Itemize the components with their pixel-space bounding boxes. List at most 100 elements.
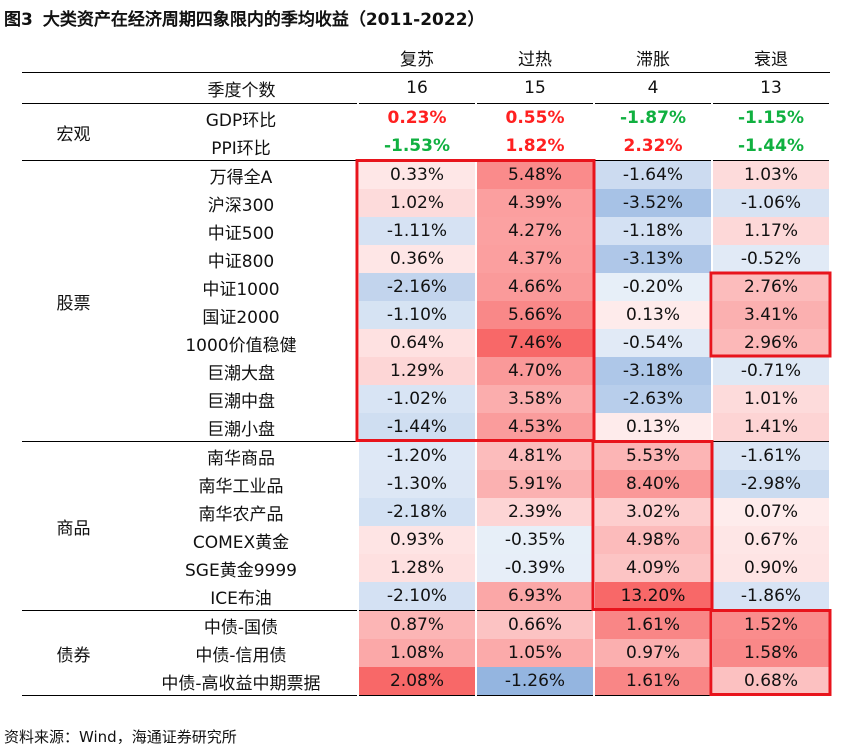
value-cell: 0.90% <box>711 554 831 582</box>
value-cell: -1.44% <box>711 132 831 161</box>
quarter-count-value: 15 <box>476 72 594 104</box>
value-cell: 4.70% <box>475 357 595 385</box>
table-row: 中证1000 -2.16% 4.66% -0.20% 2.76% <box>22 273 831 301</box>
value-cell: -3.18% <box>593 357 713 385</box>
column-header: 过热 <box>476 42 594 73</box>
row-label: 1000价值稳健 <box>185 335 297 356</box>
row-label: 中债-信用债 <box>195 645 287 666</box>
value-cell: -1.11% <box>357 217 477 245</box>
value-cell: 1.17% <box>711 217 831 245</box>
value-cell: -1.10% <box>357 301 477 329</box>
value-cell: -1.87% <box>593 103 713 132</box>
row-label: 南华农产品 <box>198 504 284 525</box>
value-cell: -2.98% <box>711 470 831 498</box>
value-cell: 1.05% <box>475 639 595 667</box>
group-label: 宏观 <box>22 103 125 161</box>
value-cell: 1.41% <box>711 413 831 442</box>
value-cell: -1.06% <box>711 189 831 217</box>
column-header: 滞胀 <box>594 42 712 73</box>
value-cell: 0.55% <box>475 103 595 132</box>
table-row: 南华工业品 -1.30% 5.91% 8.40% -2.98% <box>22 470 831 498</box>
row-label: 万得全A <box>209 167 273 188</box>
value-cell: 1.01% <box>711 385 831 413</box>
returns-table: 复苏 过热 滞胀 衰退 季度个数 16 15 4 13 宏观 GDP环比 0.23% 0.55% -1.8… <box>22 42 831 715</box>
value-cell: -1.30% <box>357 470 477 498</box>
value-cell: -3.13% <box>593 245 713 273</box>
value-cell: 1.03% <box>711 160 831 189</box>
table-row: COMEX黄金 0.93% -0.35% 4.98% 0.67% <box>22 526 831 554</box>
quarter-count-row: 季度个数 16 15 4 13 <box>22 72 830 104</box>
value-cell: 1.61% <box>593 667 713 696</box>
value-cell: 1.58% <box>711 639 831 667</box>
row-label: COMEX黄金 <box>192 532 290 553</box>
value-cell: 0.87% <box>357 610 477 639</box>
value-cell: -0.20% <box>593 273 713 301</box>
row-label: ICE布油 <box>125 582 358 611</box>
row-label: SGE黄金9999 <box>185 560 297 581</box>
value-cell: 0.97% <box>593 639 713 667</box>
value-cell: 0.93% <box>357 526 477 554</box>
row-label: 巨潮大盘 <box>207 363 275 384</box>
value-cell: 0.66% <box>475 610 595 639</box>
group-label: 股票 <box>22 160 125 442</box>
value-cell: 1.08% <box>357 639 477 667</box>
header-empty <box>22 72 125 104</box>
group-label: 债券 <box>22 610 125 696</box>
row-label: 中证1000 <box>202 279 280 300</box>
value-cell: -3.52% <box>593 189 713 217</box>
group-label: 商品 <box>22 441 125 611</box>
table-row: 股票 万得全A 0.33% 5.48% -1.64% 1.03% <box>22 160 831 442</box>
value-cell: -0.39% <box>475 554 595 582</box>
quarter-count-value: 4 <box>594 72 712 104</box>
row-label: 中债-高收益中期票据 <box>125 667 358 696</box>
quarter-count-value: 13 <box>712 72 830 104</box>
table-row: 中债-高收益中期票据 2.08% -1.26% 1.61% 0.68% <box>22 667 831 696</box>
row-label: 中债-国债 <box>203 617 279 638</box>
value-cell: 3.58% <box>475 385 595 413</box>
table-row: ICE布油 -2.10% 6.93% 13.20% -1.86% <box>22 582 831 611</box>
value-cell: -2.10% <box>357 582 477 611</box>
table-row: 巨潮大盘 1.29% 4.70% -3.18% -0.71% <box>22 357 831 385</box>
value-cell: 4.27% <box>475 217 595 245</box>
table-row: 宏观 GDP环比 0.23% 0.55% -1.87% -1.15% <box>22 103 831 161</box>
value-cell: 3.02% <box>593 498 713 526</box>
value-cell: 5.53% <box>593 441 713 470</box>
value-cell: 7.46% <box>475 329 595 357</box>
figure-title: 图3 大类资产在经济周期四象限内的季均收益（2011-2022） <box>4 5 485 30</box>
value-cell: 2.32% <box>593 132 713 161</box>
figure-label: 图3 <box>4 10 33 30</box>
value-cell: 0.13% <box>593 301 713 329</box>
value-cell: 4.53% <box>475 413 595 442</box>
value-cell: 0.33% <box>357 160 477 189</box>
value-cell: -1.26% <box>475 667 595 696</box>
value-cell: -1.64% <box>593 160 713 189</box>
value-cell: 5.66% <box>475 301 595 329</box>
value-cell: -1.18% <box>593 217 713 245</box>
table-row: 1000价值稳健 0.64% 7.46% -0.54% 2.96% <box>22 329 831 357</box>
value-cell: 4.66% <box>475 273 595 301</box>
table-row: 中证800 0.36% 4.37% -3.13% -0.52% <box>22 245 831 273</box>
row-label: PPI环比 <box>125 132 358 161</box>
value-cell: -1.02% <box>357 385 477 413</box>
header-empty <box>22 42 125 73</box>
value-cell: -1.15% <box>711 103 831 132</box>
value-cell: -1.20% <box>357 441 477 470</box>
table-row: 南华农产品 -2.18% 2.39% 3.02% 0.07% <box>22 498 831 526</box>
value-cell: -1.86% <box>711 582 831 611</box>
row-label: 沪深300 <box>207 195 275 216</box>
value-cell: 0.64% <box>357 329 477 357</box>
value-cell: 4.98% <box>593 526 713 554</box>
value-cell: 1.52% <box>711 610 831 639</box>
value-cell: 4.39% <box>475 189 595 217</box>
value-cell: 6.93% <box>475 582 595 611</box>
value-cell: -1.53% <box>357 132 477 161</box>
value-cell: 2.08% <box>357 667 477 696</box>
table-row: 中证500 -1.11% 4.27% -1.18% 1.17% <box>22 217 831 245</box>
row-label: 国证2000 <box>202 307 280 328</box>
value-cell: 8.40% <box>593 470 713 498</box>
table-row: SGE黄金9999 1.28% -0.39% 4.09% 0.90% <box>22 554 831 582</box>
row-label: 南华工业品 <box>198 476 284 497</box>
table-row: PPI环比 -1.53% 1.82% 2.32% -1.44% <box>22 132 831 161</box>
row-label: GDP环比 <box>205 110 277 131</box>
value-cell: 0.67% <box>711 526 831 554</box>
